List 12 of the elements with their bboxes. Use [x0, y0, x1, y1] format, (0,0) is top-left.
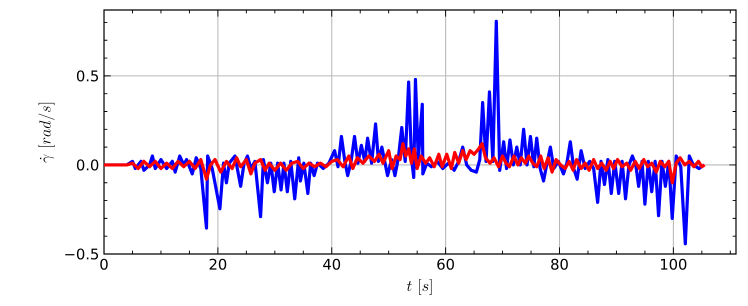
- x-tick-label: 80: [551, 258, 568, 270]
- line-series: [104, 142, 706, 184]
- x-tick-label: 0: [100, 258, 108, 270]
- y-tick-label: −0.5: [65, 248, 98, 260]
- x-tick-label: 100: [660, 258, 686, 270]
- y-axis-title: $\dot{\gamma}\ [rad/s]$: [38, 102, 55, 163]
- y-tick-label: 0.0: [76, 159, 98, 170]
- x-axis-title: $t\ [s]$: [406, 278, 432, 295]
- x-tick-label: 20: [210, 258, 226, 270]
- y-tick-label: 0.5: [76, 70, 98, 82]
- x-tick-label: 60: [437, 258, 454, 270]
- x-tick-label: 40: [323, 258, 340, 270]
